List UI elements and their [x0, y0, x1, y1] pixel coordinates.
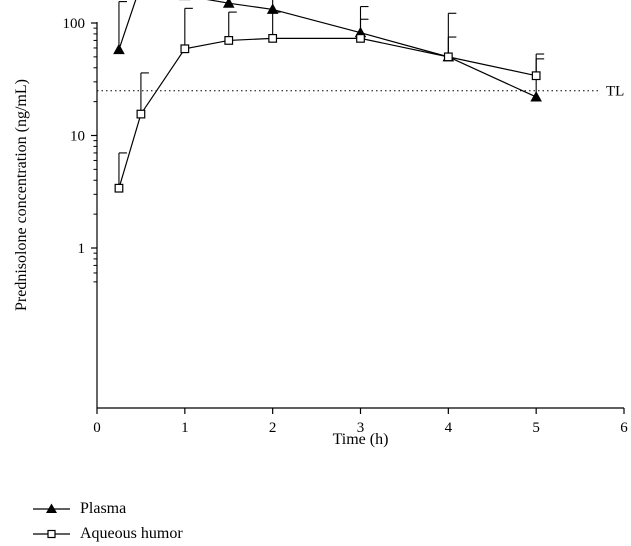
data-point-square	[269, 35, 277, 43]
data-point-triangle	[530, 91, 542, 102]
x-tick-label: 1	[181, 420, 189, 436]
series-layer	[113, 0, 544, 192]
square-marker-icon	[30, 524, 80, 544]
data-point-square	[115, 184, 123, 192]
series-plasma	[113, 0, 544, 101]
x-tick-label: 4	[445, 420, 453, 436]
y-tick-label: 100	[63, 16, 86, 32]
x-tick-label: 6	[620, 420, 628, 436]
data-point-square	[181, 45, 189, 53]
data-point-square	[445, 53, 453, 61]
data-point-triangle	[113, 44, 125, 55]
axes: 01234561101001000	[55, 0, 628, 436]
triangle-marker-icon	[30, 499, 80, 519]
legend-item-aqueous-humor: Aqueous humor	[30, 521, 183, 546]
data-point-square	[357, 35, 365, 43]
legend-item-plasma: Plasma	[30, 496, 183, 521]
x-tick-label: 5	[532, 420, 540, 436]
x-tick-label: 0	[93, 420, 101, 436]
x-axis-label: Time (h)	[333, 431, 389, 448]
x-tick-label: 2	[269, 420, 277, 436]
threshold-label: TL	[606, 84, 624, 100]
y-tick-label: 10	[70, 129, 85, 145]
data-point-square	[532, 72, 540, 80]
legend-label-plasma: Plasma	[80, 500, 126, 518]
data-point-square	[137, 110, 145, 118]
series-line	[119, 38, 536, 188]
legend-label-aqueous-humor: Aqueous humor	[80, 525, 183, 543]
legend: Plasma Aqueous humor	[30, 496, 183, 546]
threshold-line-group: TL	[97, 84, 624, 100]
y-tick-label: 1	[78, 241, 86, 257]
series-aqueous-humor	[115, 8, 544, 192]
y-axis-label: Prednisolone concentration (ng/mL)	[13, 79, 30, 311]
data-point-square	[225, 37, 233, 45]
